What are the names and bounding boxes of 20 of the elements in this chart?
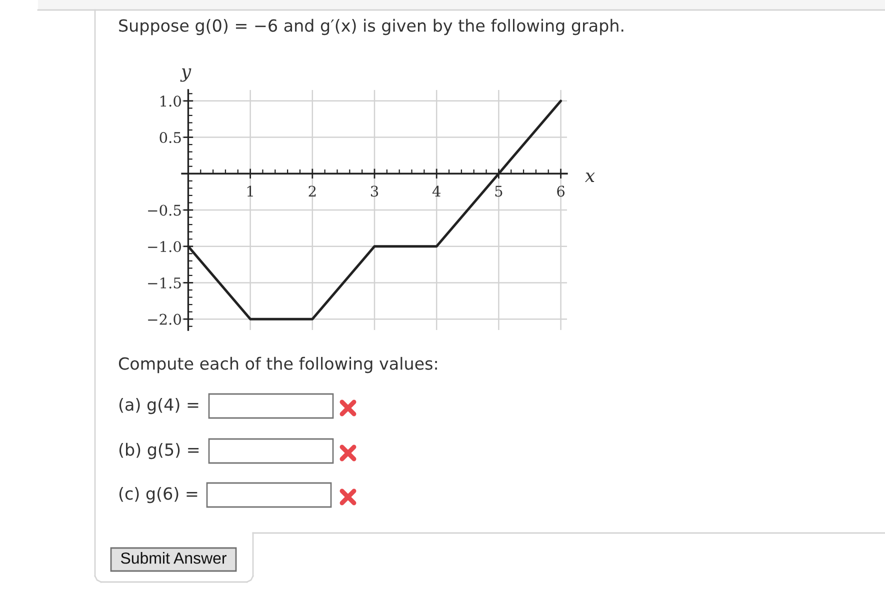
y-tick-label: 0.5 bbox=[160, 132, 181, 144]
x-tick-label: 4 bbox=[432, 186, 440, 197]
text: (b) g(5) = bbox=[119, 442, 199, 460]
chart-title: Suppose g(0) = −6 and g′(x) is given by the following graph. bbox=[119, 18, 624, 36]
y-tick-label: −0.5 bbox=[148, 204, 181, 216]
text: (a) g(4) = bbox=[119, 398, 198, 414]
y-tick-label: −1.0 bbox=[148, 241, 181, 252]
y-tick-label: −2.0 bbox=[148, 314, 181, 325]
x-axis-title: x bbox=[584, 172, 595, 182]
y-tick-label: −1.5 bbox=[148, 277, 181, 288]
x-tick-label: 2 bbox=[308, 186, 316, 197]
y-axis-title: y bbox=[180, 68, 192, 82]
x-tick-label: 5 bbox=[495, 186, 502, 197]
y-tick-label: 1.0 bbox=[160, 96, 181, 107]
text: Compute each of the following values: bbox=[118, 356, 437, 374]
x-tick-label: 6 bbox=[557, 186, 565, 197]
x-tick-label: 1 bbox=[247, 186, 253, 197]
text: (c) g(6) = bbox=[119, 486, 198, 504]
x-tick-label: 3 bbox=[370, 186, 378, 197]
text: Submit Answer bbox=[120, 552, 226, 564]
